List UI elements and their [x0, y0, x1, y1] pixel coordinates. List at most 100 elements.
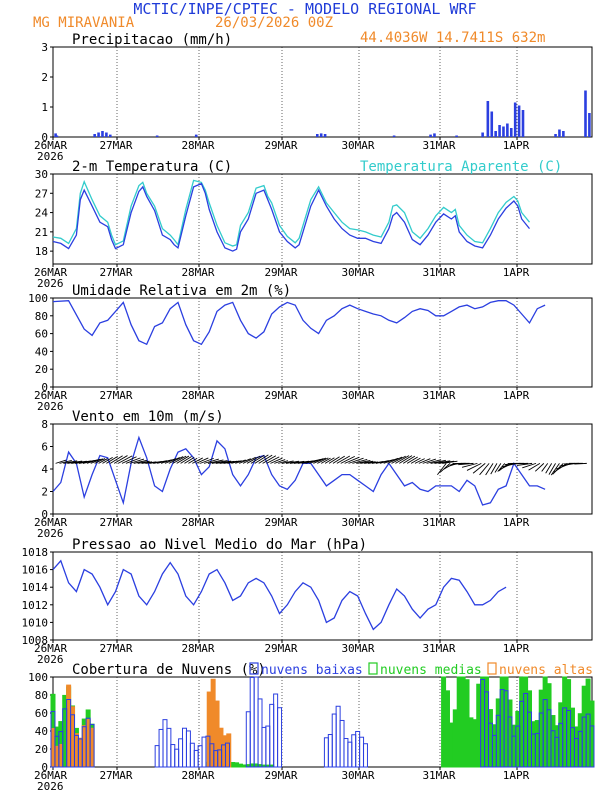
precip-bar	[101, 131, 104, 137]
wind-ytick-label: 4	[41, 463, 48, 476]
wind-arrow	[211, 460, 228, 464]
wind-arrow	[106, 455, 118, 464]
cloud-low-bar	[265, 725, 271, 768]
temp-series-line	[52, 182, 531, 252]
clouds-xtick-label: 31MAR	[422, 769, 455, 782]
wind-arrow	[168, 456, 184, 464]
wind-arrow	[235, 459, 246, 464]
wind-arrow	[399, 455, 413, 464]
clouds-ytick-label: 100	[28, 671, 48, 684]
cloud-medium-bar	[241, 764, 247, 768]
cloud-high-bar	[89, 727, 95, 768]
clouds-ytick-label: 60	[35, 707, 48, 720]
cloud-medium-bar	[538, 689, 544, 768]
clouds-xtick-label: 29MAR	[264, 769, 297, 782]
wind-arrow	[121, 456, 137, 464]
wind-arrow	[262, 455, 277, 464]
coordinates-label: 44.4036W 14.7411S 632m	[360, 30, 545, 46]
wind-xtick-label: 28MAR	[181, 516, 214, 529]
pres-ytick-label: 1010	[22, 616, 49, 629]
wind-ytick-label: 0	[41, 508, 48, 521]
wind-arrow	[545, 463, 553, 474]
cloud-low-bar	[224, 742, 230, 768]
cloud-high-bar	[54, 745, 60, 768]
precip-bar	[584, 90, 587, 137]
wind-arrow	[485, 463, 494, 476]
temp-ytick-label: 27	[35, 187, 48, 200]
cloud-medium-bar	[460, 676, 466, 768]
pres-xtick-label: 31MAR	[422, 642, 455, 655]
wind-arrow	[516, 462, 533, 466]
rh-ytick-label: 40	[35, 345, 48, 358]
wind-arrow	[63, 460, 78, 464]
wind-arrow	[176, 455, 190, 464]
chart-main-title: MCTIC/INPE/CPTEC - MODELO REGIONAL WRF	[133, 0, 476, 18]
precip-xtick-label: 27MAR	[99, 139, 132, 152]
cloud-medium-bar	[476, 683, 482, 768]
cloud-medium-bar	[234, 762, 240, 768]
precip-bar	[502, 126, 505, 137]
wind-arrow	[188, 457, 198, 464]
precip-xtick-label: 1APR	[503, 139, 530, 152]
wind-arrow	[461, 462, 478, 468]
temp-xtick-label: 28MAR	[181, 266, 214, 279]
cloud-medium-bar	[480, 676, 486, 768]
clouds-xtick-label: 27MAR	[99, 769, 132, 782]
wind-arrow	[102, 456, 113, 464]
wind-arrow	[137, 460, 150, 464]
precip-bar	[315, 134, 319, 137]
wind-arrow	[414, 458, 425, 464]
precip-bar	[481, 132, 484, 137]
clouds-ytick-label: 20	[35, 743, 48, 756]
cloud-low-bar	[245, 711, 251, 768]
wind-arrow	[67, 460, 83, 464]
wind-xtick-label: 1APR	[503, 516, 530, 529]
wind-arrow	[207, 459, 224, 464]
wind-year-label: 2026	[37, 527, 64, 540]
clouds-xtick-label: 28MAR	[181, 769, 214, 782]
cloud-medium-bar	[558, 702, 564, 768]
cloud-high-bar	[214, 700, 220, 768]
clouds-ytick-label: 40	[35, 725, 48, 738]
cloud-legend-label: nuvens medias	[380, 663, 482, 678]
rh-xtick-label: 1APR	[503, 389, 530, 402]
cloud-legend-swatch	[249, 662, 259, 675]
rh-year-label: 2026	[37, 400, 64, 413]
clouds-xtick-label: 1APR	[503, 769, 530, 782]
precip-bar	[588, 113, 591, 137]
pres-title: Pressao ao Nivel Medio do Mar (hPa)	[72, 537, 367, 553]
cloud-medium-bar	[527, 690, 533, 768]
precip-ytick-label: 1	[41, 101, 48, 114]
temp-ytick-label: 30	[35, 168, 48, 181]
cloud-legend-label: nuvens baixas	[261, 663, 363, 678]
precip-year-label: 2026	[37, 150, 64, 163]
wind-arrow	[328, 456, 340, 464]
cloud-low-bar	[261, 726, 267, 768]
wind-arrow	[317, 457, 329, 464]
wind-arrow	[133, 459, 148, 464]
precip-bar	[513, 102, 517, 137]
wind-arrow	[490, 463, 498, 475]
rh-ytick-label: 80	[35, 310, 48, 323]
wind-arrow	[497, 463, 506, 472]
wind-arrow	[458, 462, 474, 466]
wind-arrow	[117, 455, 133, 464]
pres-ytick-label: 1018	[22, 546, 49, 559]
rh-xtick-label: 26MAR	[34, 389, 67, 402]
cloud-medium-bar	[495, 698, 501, 768]
cloud-medium-bar	[530, 721, 536, 768]
cloud-medium-bar	[577, 713, 583, 768]
precip-bar	[486, 101, 490, 137]
wind-arrow	[270, 457, 283, 464]
wind-series-line	[52, 435, 546, 506]
cloud-low-bar	[347, 741, 353, 768]
pres-xtick-label: 26MAR	[34, 642, 67, 655]
rh-ytick-label: 60	[35, 328, 48, 341]
cloud-low-bar	[362, 743, 368, 768]
precip-bar	[433, 133, 436, 137]
panel-temp: 26MAR 27MAR 28MAR 29MAR 30MAR 31MAR 1APR 2026 18…	[34, 159, 593, 290]
cloud-low-bar	[327, 734, 333, 768]
wind-arrow	[422, 458, 436, 464]
temp-xtick-label: 27MAR	[99, 266, 132, 279]
cloud-legend-label: nuvens altas	[499, 663, 593, 678]
